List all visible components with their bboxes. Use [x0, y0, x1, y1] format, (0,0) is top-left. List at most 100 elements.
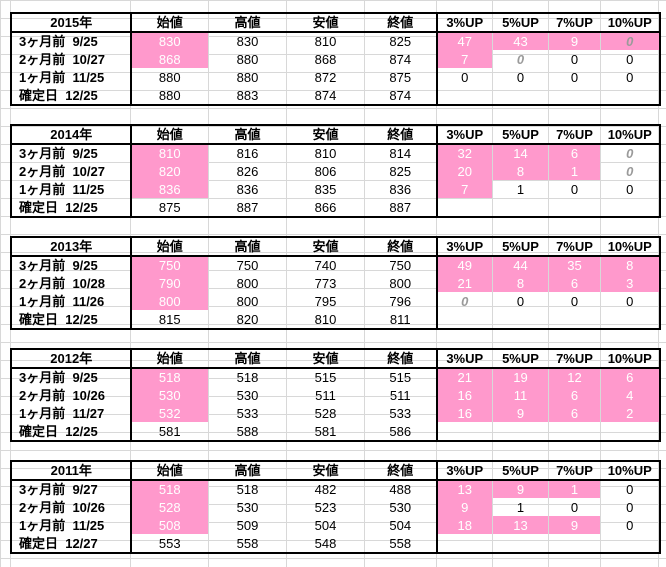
price-cell[interactable]: 750 — [130, 256, 209, 274]
price-cell[interactable]: 581 — [314, 423, 337, 439]
price-cell[interactable]: 518 — [130, 368, 209, 386]
percent-cell[interactable]: 1 — [548, 480, 601, 498]
price-cell[interactable]: 553 — [158, 535, 181, 551]
price-cell[interactable]: 488 — [389, 482, 412, 497]
price-cell[interactable]: 518 — [236, 370, 259, 385]
price-cell[interactable]: 868 — [314, 51, 337, 67]
percent-cell[interactable] — [601, 310, 659, 328]
percent-cell[interactable] — [493, 422, 549, 440]
percent-cell[interactable]: 9 — [435, 498, 493, 516]
percent-cell[interactable]: 21 — [435, 274, 493, 292]
price-cell[interactable]: 887 — [389, 199, 412, 215]
percent-cell[interactable] — [601, 198, 659, 216]
price-cell[interactable]: 511 — [389, 387, 411, 403]
percent-cell[interactable]: 43 — [492, 32, 549, 50]
price-cell[interactable]: 530 — [236, 499, 259, 515]
percent-cell[interactable]: 0 — [570, 499, 579, 515]
percent-cell[interactable]: 13 — [492, 516, 549, 534]
price-cell[interactable]: 874 — [389, 87, 412, 103]
price-cell[interactable]: 581 — [158, 423, 181, 439]
price-cell[interactable]: 875 — [158, 199, 181, 215]
percent-cell[interactable]: 47 — [435, 32, 493, 50]
price-cell[interactable]: 740 — [314, 258, 337, 273]
percent-cell[interactable]: 2 — [600, 404, 659, 422]
price-cell[interactable]: 800 — [236, 293, 259, 309]
price-cell[interactable]: 872 — [314, 69, 337, 85]
price-cell[interactable]: 830 — [236, 34, 259, 49]
price-cell[interactable]: 820 — [130, 162, 209, 180]
price-cell[interactable]: 518 — [236, 482, 259, 497]
percent-cell[interactable]: 49 — [435, 256, 493, 274]
price-cell[interactable]: 820 — [236, 311, 259, 327]
percent-cell[interactable]: 0 — [516, 69, 525, 85]
percent-cell[interactable]: 7 — [435, 50, 493, 68]
price-cell[interactable]: 509 — [236, 517, 259, 533]
price-cell[interactable]: 504 — [314, 517, 337, 533]
price-cell[interactable]: 835 — [314, 181, 337, 197]
price-cell[interactable]: 558 — [389, 535, 412, 551]
percent-cell[interactable] — [493, 310, 549, 328]
price-cell[interactable]: 530 — [389, 499, 412, 515]
percent-cell[interactable] — [601, 534, 659, 552]
price-cell[interactable]: 830 — [130, 32, 209, 50]
percent-cell[interactable]: 0 — [626, 181, 634, 197]
price-cell[interactable]: 806 — [314, 163, 337, 179]
price-cell[interactable]: 825 — [389, 34, 412, 49]
price-cell[interactable]: 874 — [314, 87, 337, 103]
percent-cell[interactable]: 35 — [548, 256, 601, 274]
percent-cell[interactable]: 20 — [435, 162, 493, 180]
price-cell[interactable]: 533 — [236, 405, 259, 421]
price-cell[interactable]: 880 — [158, 87, 181, 103]
price-cell[interactable]: 532 — [130, 404, 209, 422]
percent-cell[interactable] — [549, 422, 601, 440]
price-cell[interactable]: 880 — [236, 51, 259, 67]
price-cell[interactable]: 816 — [236, 146, 259, 161]
price-cell[interactable]: 883 — [236, 87, 259, 103]
percent-cell[interactable]: 0 — [570, 51, 579, 67]
percent-cell[interactable]: 9 — [492, 404, 549, 422]
price-cell[interactable]: 810 — [314, 146, 337, 161]
percent-cell[interactable]: 12 — [548, 368, 601, 386]
percent-cell[interactable]: 7 — [435, 180, 493, 198]
price-cell[interactable]: 515 — [314, 370, 337, 385]
price-cell[interactable]: 875 — [389, 69, 412, 85]
percent-cell[interactable]: 16 — [435, 404, 493, 422]
price-cell[interactable]: 588 — [236, 423, 259, 439]
percent-cell[interactable]: 9 — [548, 516, 601, 534]
percent-cell[interactable]: 0 — [435, 292, 493, 310]
percent-cell[interactable]: 32 — [435, 144, 493, 162]
percent-cell[interactable]: 0 — [516, 51, 525, 67]
price-cell[interactable]: 528 — [314, 405, 337, 421]
price-cell[interactable]: 836 — [130, 180, 209, 198]
percent-cell[interactable]: 0 — [600, 32, 659, 50]
percent-cell[interactable]: 0 — [570, 69, 579, 85]
percent-cell[interactable]: 21 — [435, 368, 493, 386]
price-cell[interactable]: 811 — [389, 311, 411, 327]
percent-cell[interactable]: 6 — [548, 144, 601, 162]
price-cell[interactable]: 504 — [389, 517, 412, 533]
price-cell[interactable]: 523 — [314, 499, 337, 515]
percent-cell[interactable]: 6 — [548, 404, 601, 422]
price-cell[interactable]: 750 — [236, 258, 259, 273]
price-cell[interactable]: 533 — [389, 405, 412, 421]
percent-cell[interactable] — [601, 422, 659, 440]
percent-cell[interactable]: 16 — [435, 386, 493, 404]
price-cell[interactable]: 825 — [389, 163, 412, 179]
percent-cell[interactable] — [435, 534, 493, 552]
percent-cell[interactable]: 0 — [516, 293, 525, 309]
price-cell[interactable]: 796 — [389, 293, 412, 309]
percent-cell[interactable]: 44 — [492, 256, 549, 274]
price-cell[interactable]: 511 — [315, 387, 336, 403]
price-cell[interactable]: 800 — [236, 275, 259, 291]
percent-cell[interactable] — [601, 86, 659, 104]
price-cell[interactable]: 800 — [130, 292, 209, 310]
percent-cell[interactable]: 1 — [548, 162, 601, 180]
percent-cell[interactable]: 0 — [570, 293, 579, 309]
percent-cell[interactable]: 1 — [516, 181, 525, 197]
price-cell[interactable]: 836 — [236, 181, 259, 197]
price-cell[interactable]: 790 — [130, 274, 209, 292]
percent-cell[interactable] — [493, 534, 549, 552]
percent-cell[interactable] — [435, 86, 493, 104]
percent-cell[interactable]: 9 — [492, 480, 549, 498]
percent-cell[interactable]: 3 — [600, 274, 659, 292]
